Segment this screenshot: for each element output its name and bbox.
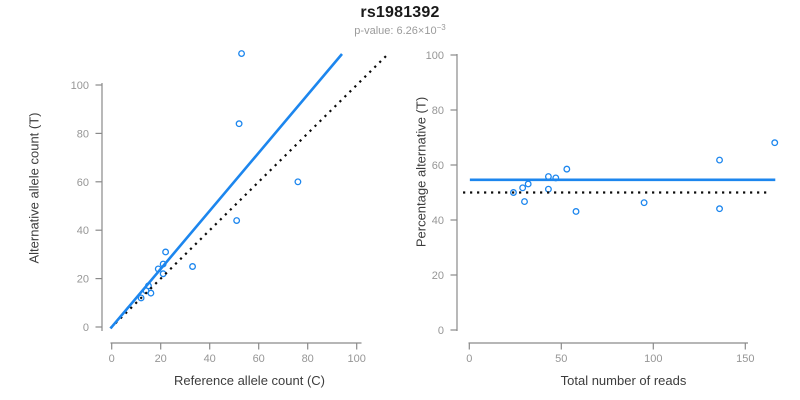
data-point (238, 50, 245, 57)
y-tick-label: 80 (432, 105, 444, 117)
x-tick-label: 100 (644, 353, 662, 365)
data-point (716, 205, 723, 213)
data-point (521, 198, 528, 206)
y-tick-label: 100 (426, 50, 444, 62)
data-point (563, 165, 571, 173)
y-tick-label: 20 (77, 274, 89, 286)
data-point (510, 189, 517, 196)
data-point (716, 156, 723, 164)
data-point (524, 180, 532, 188)
x-tick-label: 40 (204, 353, 216, 365)
x-tick-label: 60 (253, 353, 265, 365)
y-tick-label: 40 (432, 215, 444, 227)
x-tick-label: 0 (466, 353, 472, 365)
x-tick-label: 50 (555, 353, 567, 365)
data-point (294, 178, 302, 186)
y-tick-label: 60 (77, 177, 89, 189)
y-tick-label: 0 (83, 322, 89, 334)
x-tick-label: 20 (155, 353, 167, 365)
x-tick-label: 150 (736, 353, 754, 365)
y-tick-label: 0 (438, 325, 444, 337)
data-point (189, 263, 196, 270)
y-tick-label: 60 (432, 160, 444, 172)
y-tick-label: 100 (71, 80, 89, 92)
data-point (544, 173, 552, 180)
data-point (572, 208, 580, 215)
page-title: rs1981392 (360, 4, 440, 21)
right-y-axis-title: Percentage alternative (T) (413, 96, 429, 248)
data-point (544, 185, 552, 193)
x-tick-label: 100 (348, 353, 366, 365)
fit-line (109, 53, 343, 330)
identity-line (109, 52, 390, 329)
right-x-axis-title: Total number of reads (560, 373, 687, 388)
x-tick-label: 80 (302, 353, 314, 365)
y-tick-label: 20 (432, 270, 444, 282)
right-plot: 0 50 100 150 0 20 40 60 80 100 (426, 50, 779, 365)
p-value-exponent: −3 (436, 23, 446, 32)
x-tick-label: 0 (109, 353, 115, 365)
left-plot: 0 20 40 60 80 100 0 20 40 60 80 100 (71, 50, 390, 365)
p-value-subtitle: p-value: 6.26×10−3 (0, 23, 800, 37)
data-point (162, 248, 170, 256)
data-point (771, 139, 779, 147)
y-tick-label: 80 (77, 128, 89, 140)
data-point (235, 120, 243, 128)
data-point (137, 294, 145, 302)
data-point (233, 217, 241, 224)
data-point (147, 289, 155, 297)
left-x-axis-title: Reference allele count (C) (173, 373, 326, 388)
y-tick-label: 40 (77, 225, 89, 237)
data-point (519, 184, 527, 192)
data-point (640, 199, 648, 207)
left-y-axis-title: Alternative allele count (T) (26, 112, 42, 264)
p-value-text: p-value: 6.26×10 (354, 25, 437, 37)
